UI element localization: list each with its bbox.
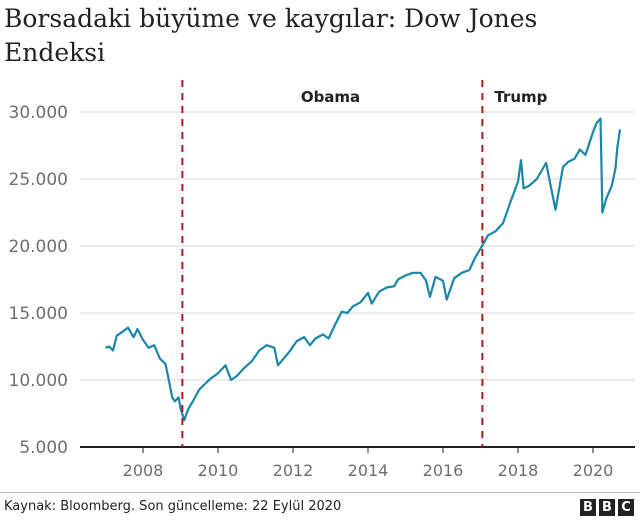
footer-divider [0, 492, 640, 493]
x-axis-ticks: 2008 2010 2012 2014 2016 2018 2020 [123, 447, 614, 480]
x-tick-label: 2014 [348, 461, 389, 480]
era-label-obama: Obama [301, 88, 360, 106]
x-tick-label: 2016 [423, 461, 464, 480]
chart-title: Borsadaki büyüme ve kaygılar: Dow Jones … [4, 4, 538, 67]
era-annotations: Obama Trump [181, 80, 548, 447]
y-tick-label: 15.000 [9, 304, 68, 324]
y-tick-label: 10.000 [9, 371, 68, 391]
dow-jones-line [105, 117, 622, 422]
y-tick-label: 5.000 [19, 438, 68, 458]
x-tick-label: 2018 [498, 461, 539, 480]
y-tick-label: 25.000 [9, 170, 68, 190]
x-tick-label: 2020 [573, 461, 614, 480]
bbc-logo: B B C [580, 499, 634, 516]
y-tick-label: 20.000 [9, 237, 68, 257]
era-label-trump: Trump [494, 88, 547, 106]
source-note: Kaynak: Bloomberg. Son güncelleme: 22 Ey… [4, 499, 342, 514]
y-axis-ticks: 30.000 25.000 20.000 15.000 10.000 5.000 [9, 103, 68, 458]
x-tick-label: 2012 [273, 461, 314, 480]
x-tick-label: 2010 [198, 461, 239, 480]
x-tick-label: 2008 [123, 461, 164, 480]
gridlines [80, 111, 635, 448]
line-chart: 30.000 25.000 20.000 15.000 10.000 5.000 2008… [9, 80, 635, 480]
y-tick-label: 30.000 [9, 103, 68, 123]
